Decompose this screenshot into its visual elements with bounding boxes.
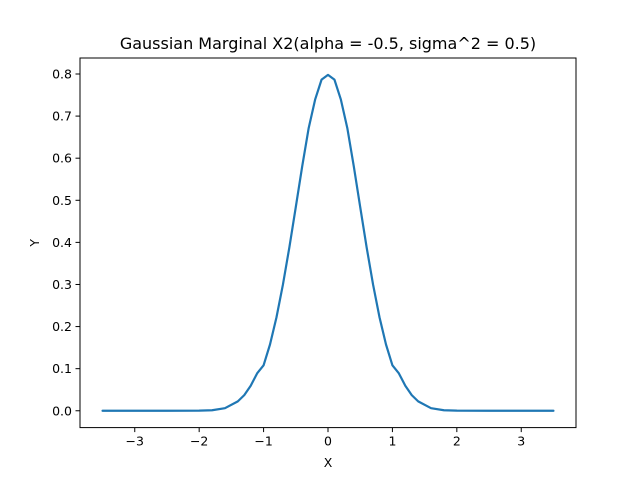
y-tick-label: 0.2: [52, 319, 72, 334]
x-tick-label: 2: [453, 434, 461, 449]
x-tick-label: −2: [190, 434, 208, 449]
y-tick-label: 0.5: [52, 193, 72, 208]
y-tick-label: 0.6: [52, 151, 72, 166]
chart-title: Gaussian Marginal X2(alpha = -0.5, sigma…: [120, 34, 536, 53]
x-tick-label: 3: [517, 434, 525, 449]
x-tick-label: −3: [126, 434, 144, 449]
x-tick-label: 1: [388, 434, 396, 449]
plot-area: [101, 73, 555, 412]
y-axis-label: Y: [27, 239, 42, 248]
x-tick-label: 0: [324, 434, 332, 449]
y-axis-ticks: 0.0 0.1 0.2 0.3 0.4 0.5 0.6 0.7 0.8: [52, 66, 80, 418]
x-axis-label: X: [324, 455, 333, 470]
y-tick-label: 0.4: [52, 235, 72, 250]
y-tick-label: 0.7: [52, 109, 72, 124]
axes-frame: [79, 57, 577, 429]
series-line-0: [101, 73, 555, 412]
y-tick-label: 0.3: [52, 277, 72, 292]
x-tick-label: −1: [254, 434, 272, 449]
y-tick-label: 0.1: [52, 361, 72, 376]
y-tick-label: 0.0: [52, 403, 72, 418]
x-axis-ticks: −3 −2 −1 0 1 2 3: [126, 427, 525, 449]
y-tick-label: 0.8: [52, 66, 72, 81]
